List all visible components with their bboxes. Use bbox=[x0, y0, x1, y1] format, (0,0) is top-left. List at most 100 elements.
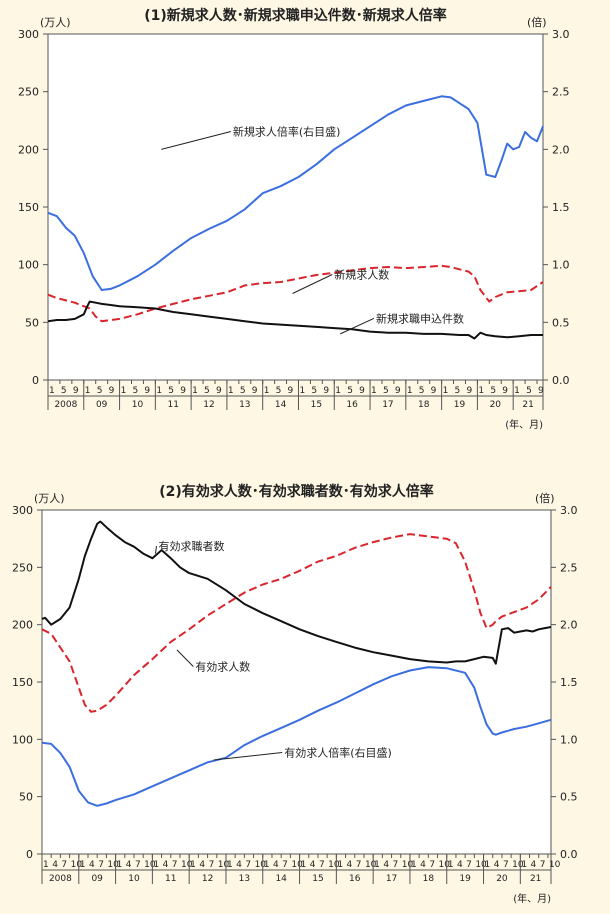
x-month-tick-label: 5 bbox=[204, 386, 210, 396]
x-month-tick-label: 9 bbox=[109, 386, 115, 396]
chart-title: (2)有効求人数･有効求職者数･有効求人倍率 bbox=[159, 483, 434, 500]
x-month-tick-label: 1 bbox=[301, 860, 307, 870]
x-month-tick-label: 9 bbox=[502, 386, 508, 396]
y-right-tick-label: 2.5 bbox=[560, 561, 578, 574]
series-leader-line bbox=[292, 274, 333, 294]
x-month-tick-label: 5 bbox=[132, 386, 138, 396]
series-label: 有効求人数 bbox=[195, 660, 250, 674]
x-month-tick-label: 1 bbox=[485, 860, 491, 870]
x-month-tick-label: 1 bbox=[153, 860, 159, 870]
y-left-tick-label: 50 bbox=[25, 316, 39, 329]
x-month-tick-label: 4 bbox=[531, 860, 537, 870]
x-month-tick-label: 5 bbox=[383, 386, 389, 396]
x-year-label: 2008 bbox=[54, 400, 77, 410]
left-axis-unit: (万人) bbox=[40, 16, 71, 29]
x-month-tick-label: 9 bbox=[395, 386, 401, 396]
chart-title: (1)新規求人数･新規求職申込件数･新規求人倍率 bbox=[144, 7, 447, 24]
x-month-tick-label: 7 bbox=[466, 860, 472, 870]
x-month-tick-label: 1 bbox=[478, 386, 484, 396]
x-month-tick-label: 7 bbox=[429, 860, 435, 870]
x-year-label: 10 bbox=[132, 400, 144, 410]
x-year-label: 13 bbox=[239, 874, 250, 884]
y-right-tick-label: 2.5 bbox=[552, 86, 570, 99]
y-right-tick-label: 3.0 bbox=[560, 504, 578, 517]
plot-area bbox=[41, 509, 552, 855]
x-month-tick-label: 1 bbox=[337, 860, 343, 870]
series-line bbox=[41, 520, 552, 665]
y-right-tick-label: 0.5 bbox=[560, 791, 578, 804]
y-left-tick-label: 100 bbox=[12, 733, 33, 746]
y-left-tick-label: 200 bbox=[18, 143, 39, 156]
x-month-tick-label: 1 bbox=[448, 860, 454, 870]
x-month-tick-label: 7 bbox=[282, 860, 288, 870]
x-month-tick-label: 1 bbox=[374, 860, 380, 870]
x-month-tick-label: 10 bbox=[402, 860, 414, 870]
x-month-tick-label: 1 bbox=[227, 860, 233, 870]
x-year-label: 11 bbox=[168, 400, 179, 410]
x-year-label: 21 bbox=[522, 400, 533, 410]
series-label: 新規求人数 bbox=[334, 268, 389, 282]
x-month-tick-label: 1 bbox=[521, 860, 527, 870]
x-month-tick-label: 1 bbox=[156, 386, 162, 396]
x-month-tick-label: 5 bbox=[97, 386, 103, 396]
series-label: 新規求人倍率(右目盛) bbox=[233, 124, 341, 138]
x-year-label: 12 bbox=[203, 400, 214, 410]
x-year-label: 09 bbox=[96, 400, 108, 410]
x-year-label: 09 bbox=[91, 874, 103, 884]
plot-area bbox=[47, 33, 544, 381]
y-right-tick-label: 1.0 bbox=[560, 733, 578, 746]
x-month-tick-label: 1 bbox=[407, 386, 413, 396]
series-line bbox=[47, 95, 544, 291]
y-left-tick-label: 250 bbox=[12, 561, 33, 574]
x-month-tick-label: 10 bbox=[475, 860, 487, 870]
series-leader-line bbox=[340, 317, 375, 335]
y-right-tick-label: 0.0 bbox=[560, 848, 578, 861]
x-month-tick-label: 1 bbox=[117, 860, 123, 870]
y-right-tick-label: 0.0 bbox=[552, 374, 570, 387]
right-axis-unit: (倍) bbox=[527, 15, 547, 29]
x-month-tick-label: 9 bbox=[180, 386, 186, 396]
x-month-tick-label: 10 bbox=[218, 860, 230, 870]
x-month-tick-label: 1 bbox=[411, 860, 417, 870]
x-month-tick-label: 10 bbox=[439, 860, 451, 870]
x-month-tick-label: 1 bbox=[335, 386, 341, 396]
x-month-tick-label: 4 bbox=[199, 860, 205, 870]
y-left-tick-label: 0 bbox=[26, 848, 33, 861]
x-month-tick-label: 1 bbox=[49, 386, 55, 396]
x-year-label: 10 bbox=[128, 874, 140, 884]
right-axis-unit: (倍) bbox=[535, 491, 555, 505]
x-month-tick-label: 1 bbox=[228, 386, 234, 396]
x-year-label: 19 bbox=[459, 874, 471, 884]
x-month-tick-label: 1 bbox=[299, 386, 305, 396]
series-leader-line bbox=[213, 752, 283, 761]
x-month-tick-label: 5 bbox=[276, 386, 282, 396]
y-left-tick-label: 50 bbox=[19, 791, 33, 804]
x-month-tick-label: 7 bbox=[172, 860, 178, 870]
series-leader-line bbox=[154, 546, 158, 554]
x-month-tick-label: 5 bbox=[526, 386, 532, 396]
y-right-tick-label: 3.0 bbox=[552, 28, 570, 41]
x-month-tick-label: 4 bbox=[494, 860, 500, 870]
x-month-tick-label: 7 bbox=[245, 860, 251, 870]
x-month-tick-label: 10 bbox=[328, 860, 340, 870]
x-month-tick-label: 1 bbox=[264, 386, 270, 396]
series-line bbox=[47, 300, 543, 340]
x-year-label: 16 bbox=[349, 874, 361, 884]
x-month-tick-label: 7 bbox=[209, 860, 215, 870]
y-left-tick-label: 300 bbox=[12, 504, 33, 517]
x-year-label: 13 bbox=[239, 400, 250, 410]
x-month-tick-label: 10 bbox=[107, 860, 119, 870]
x-month-tick-label: 4 bbox=[89, 860, 95, 870]
x-month-tick-label: 7 bbox=[98, 860, 104, 870]
series-label: 有効求職者数 bbox=[159, 539, 225, 553]
y-right-tick-label: 1.5 bbox=[560, 676, 578, 689]
x-month-tick-label: 10 bbox=[512, 860, 524, 870]
y-left-tick-label: 200 bbox=[12, 619, 33, 632]
x-year-label: 16 bbox=[346, 400, 358, 410]
x-month-tick-label: 4 bbox=[420, 860, 426, 870]
x-month-tick-label: 4 bbox=[126, 860, 132, 870]
x-year-label: 18 bbox=[418, 400, 430, 410]
x-month-tick-label: 5 bbox=[61, 386, 67, 396]
y-right-tick-label: 0.5 bbox=[552, 316, 570, 329]
